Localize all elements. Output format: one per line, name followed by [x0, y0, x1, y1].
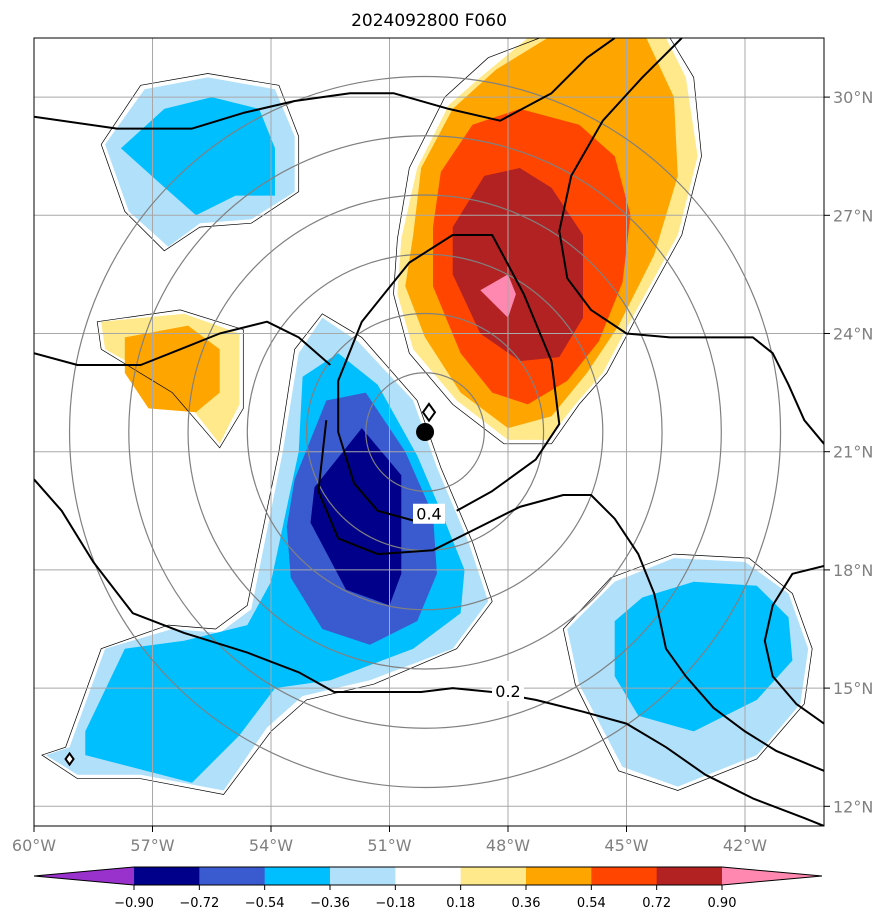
y-axis: 12°N 15°N 18°N 21°N 24°N 27°N 30°N	[824, 88, 873, 816]
colorbar-tick-label-1: −0.72	[179, 896, 219, 911]
colorbar-tick-label-0: −0.90	[114, 896, 154, 911]
colorbar-segment-2	[264, 867, 331, 885]
outline-1	[96, 309, 244, 449]
contour-label-bg-0	[413, 503, 445, 524]
y-tick-label-3: 21°N	[833, 443, 873, 462]
range-ring-5	[68, 75, 782, 789]
range-ring-3	[187, 194, 663, 670]
colorbar-extend-high	[722, 867, 822, 885]
outline-2	[100, 73, 300, 252]
colorbar-segment-3	[330, 867, 396, 885]
colorbar-segment-6	[526, 867, 592, 885]
contour-line-1	[34, 38, 616, 130]
feature-diamond-1	[64, 751, 75, 767]
colorbar-tick-label-3: −0.36	[310, 896, 350, 911]
contour-line-2	[558, 38, 824, 445]
colorbar-tick-label-8: 0.72	[642, 896, 671, 911]
contour-line-3	[34, 320, 331, 366]
y-tick-label-6: 30°N	[833, 88, 873, 107]
fill-region-3	[452, 168, 583, 362]
colorbar-tick-label-9: 0.90	[708, 896, 737, 911]
fill-region-4	[480, 274, 516, 318]
contour-label-1: 0.2	[495, 682, 520, 701]
contour-line-6	[763, 565, 824, 725]
colorbar-segment-0	[134, 867, 200, 885]
x-tick-label-2: 54°W	[249, 836, 293, 855]
colorbar: −0.90 −0.72 −0.54 −0.36 −0.18 0.18 0.36 0.54 0.7…	[33, 866, 823, 911]
feature-diamond-0	[421, 402, 437, 423]
contour-line-0	[337, 234, 561, 524]
contour-label-0: 0.4	[416, 505, 441, 524]
fill-region-8	[120, 97, 276, 216]
zero-outlines	[41, 38, 813, 795]
contour-label-bg-1	[492, 681, 524, 702]
colorbar-segment-8	[656, 867, 723, 885]
contour-labels: 0.4 0.2	[413, 503, 524, 702]
chart-title: 2024092800 F060	[351, 11, 507, 31]
fill-region-6	[124, 325, 220, 413]
colorbar-tick-label-2: −0.54	[245, 896, 285, 911]
contour-lines	[34, 38, 824, 826]
range-rings	[68, 75, 782, 789]
colorbar-segment-7	[591, 867, 658, 885]
x-tick-label-6: 42°W	[723, 836, 767, 855]
outline-0	[393, 38, 702, 445]
range-ring-4	[128, 135, 722, 729]
storm-features	[64, 402, 437, 767]
colorbar-segment-1	[199, 867, 266, 885]
colorbar-segment-4	[395, 867, 462, 885]
colorbar-extend-low	[34, 867, 134, 885]
colorbar-tick-label-4: −0.18	[375, 896, 415, 911]
x-tick-label-0: 60°W	[12, 836, 56, 855]
outline-4	[562, 553, 813, 791]
y-tick-label-1: 15°N	[833, 679, 873, 698]
y-tick-label-2: 18°N	[833, 561, 873, 580]
x-tick-label-3: 51°W	[367, 836, 411, 855]
y-tick-label-4: 24°N	[833, 325, 873, 344]
range-ring-2	[246, 253, 604, 611]
fill-region-12	[310, 428, 402, 606]
range-ring-0	[365, 372, 485, 492]
x-tick-label-4: 48°W	[486, 836, 530, 855]
contour-line-4	[34, 478, 824, 826]
map-frame	[33, 37, 825, 827]
y-tick-label-5: 27°N	[833, 206, 873, 225]
y-tick-label-0: 12°N	[833, 797, 873, 816]
map-area: 0.4 0.2	[34, 38, 824, 826]
colorbar-segment-5	[460, 867, 527, 885]
colorbar-tick-label-5: 0.18	[446, 896, 475, 911]
x-tick-label-1: 57°W	[130, 836, 174, 855]
outline-3	[41, 313, 493, 795]
x-tick-label-5: 45°W	[604, 836, 648, 855]
colorbar-tick-label-7: 0.54	[577, 896, 606, 911]
contour-line-5	[317, 420, 824, 772]
colorbar-tick-label-6: 0.36	[512, 896, 541, 911]
lat-lon-grid	[34, 38, 824, 826]
x-axis: 60°W 57°W 54°W 51°W 48°W 45°W 42°W	[12, 826, 767, 855]
storm-center-marker	[416, 423, 435, 441]
